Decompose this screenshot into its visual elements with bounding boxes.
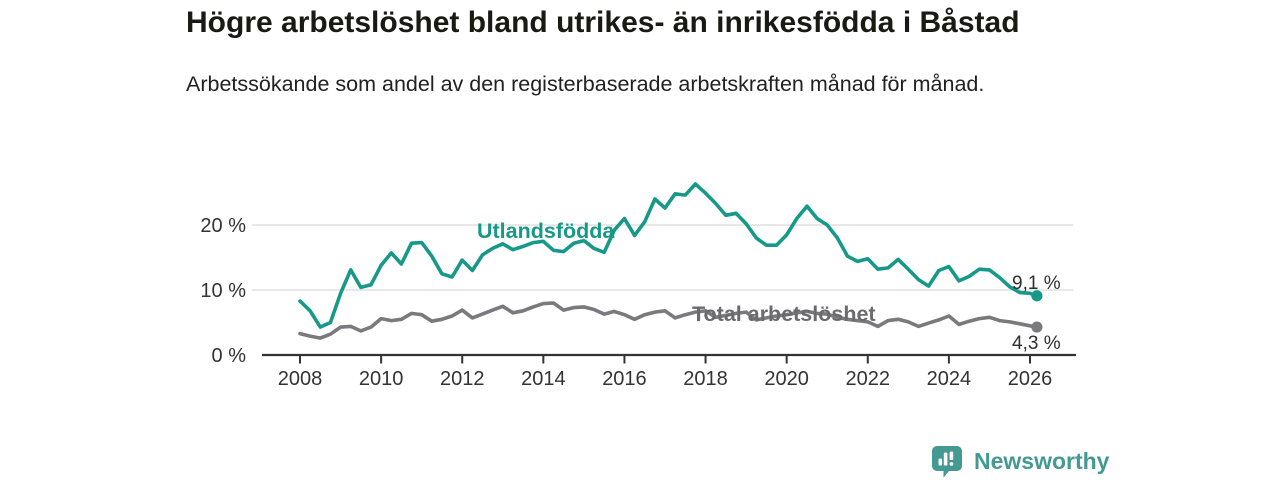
- series-label-utlandsfodda: Utlandsfödda: [477, 219, 615, 243]
- x-tick-label: 2008: [278, 368, 323, 390]
- end-value-label-utlandsfodda: 9,1 %: [1012, 273, 1061, 294]
- x-tick-label: 2020: [764, 368, 809, 390]
- x-tick-label: 2016: [602, 368, 647, 390]
- x-tick-label: 2024: [927, 368, 972, 390]
- x-tick-label: 2022: [846, 368, 891, 390]
- y-tick-label: 0 %: [212, 345, 247, 367]
- newsworthy-logo: Newsworthy: [930, 444, 1109, 478]
- x-tick-label: 2012: [440, 368, 485, 390]
- end-dot-utlandsfodda: [1031, 290, 1043, 302]
- newsworthy-icon: [932, 446, 962, 478]
- x-tick-label: 2018: [683, 368, 728, 390]
- series-line-total: [298, 301, 1039, 340]
- x-tick-label: 2014: [521, 368, 566, 390]
- chart-title: Högre arbetslöshet bland utrikes- än inr…: [186, 6, 1020, 39]
- y-tick-label: 20 %: [200, 215, 246, 237]
- x-tick-label: 2010: [359, 368, 404, 390]
- end-dot-total: [1031, 321, 1043, 333]
- chart-subtitle: Arbetssökande som andel av den registerb…: [186, 72, 985, 96]
- y-tick-label: 10 %: [200, 280, 246, 302]
- x-tick-label: 2026: [1008, 368, 1053, 390]
- end-value-label-total: 4,3 %: [1012, 333, 1061, 354]
- series-line-utlandsfodda: [298, 182, 1039, 329]
- newsworthy-wordmark: Newsworthy: [974, 447, 1110, 474]
- series-label-total: Total arbetslöshet: [692, 302, 876, 326]
